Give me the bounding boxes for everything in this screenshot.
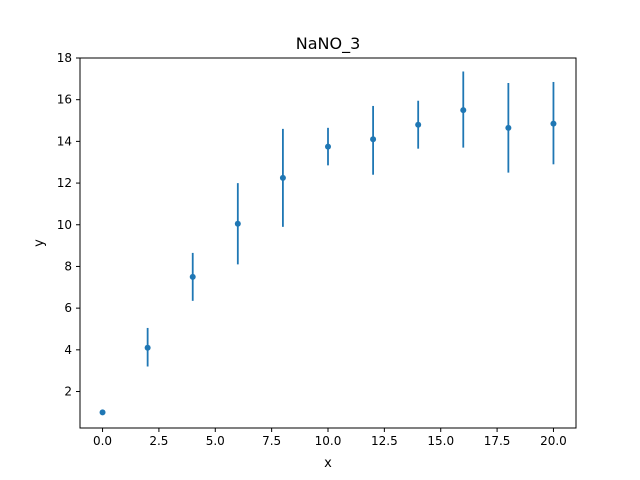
chart-title: NaNO_3 [296, 34, 361, 54]
error-bars [146, 71, 555, 367]
x-tick-label: 0.0 [93, 434, 112, 448]
data-point [144, 344, 151, 351]
y-tick-label: 8 [64, 259, 72, 273]
y-tick-label: 10 [57, 218, 72, 232]
data-point [99, 409, 106, 416]
data-point [550, 120, 557, 127]
x-tick-label: 2.5 [149, 434, 168, 448]
data-point [234, 220, 241, 227]
y-tick-label: 6 [64, 301, 72, 315]
data-point [505, 124, 512, 131]
data-points [99, 107, 557, 416]
y-tick-label: 18 [57, 51, 72, 65]
x-tick-label: 7.5 [262, 434, 281, 448]
x-axis-label: x [324, 456, 332, 471]
x-tick-label: 15.0 [427, 434, 454, 448]
y-axis-label: y [32, 239, 47, 247]
y-tick-label: 2 [64, 385, 72, 399]
ticks: 0.0 2.5 5.0 7.5 10.0 12.5 15.0 17.5 20.0 2 4 6 8 10 12… [57, 51, 567, 448]
x-tick-label: 20.0 [540, 434, 567, 448]
data-point [460, 107, 467, 114]
x-tick-label: 5.0 [206, 434, 225, 448]
plot-frame [79, 57, 577, 429]
y-tick-label: 14 [57, 134, 72, 148]
x-tick-label: 10.0 [315, 434, 342, 448]
y-tick-label: 16 [57, 93, 72, 107]
data-point [370, 136, 377, 143]
data-point [279, 174, 286, 181]
y-tick-label: 4 [64, 343, 72, 357]
x-tick-label: 17.5 [484, 434, 511, 448]
y-tick-label: 12 [57, 176, 72, 190]
data-point [415, 121, 422, 128]
data-point [325, 143, 331, 150]
data-point [189, 273, 196, 280]
x-tick-label: 12.5 [371, 434, 398, 448]
